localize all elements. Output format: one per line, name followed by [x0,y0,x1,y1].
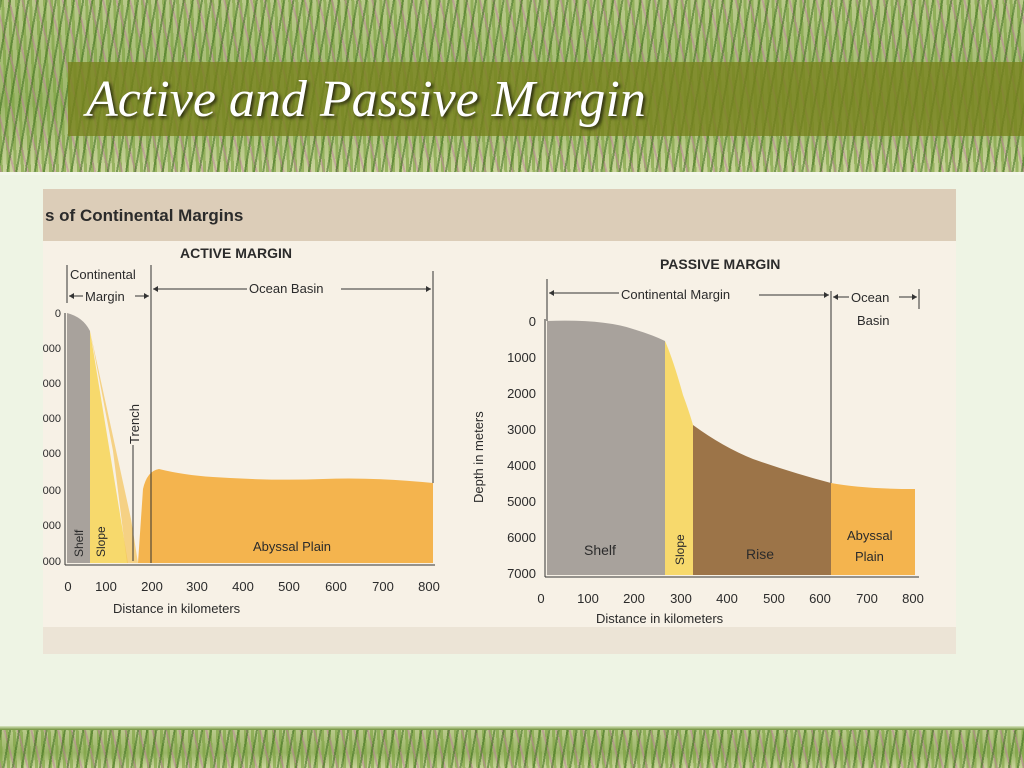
active-trench-wall [90,331,138,563]
passive-ocean-label: Ocean [851,290,889,305]
active-y-tick: 000 [43,413,61,425]
figure-header-band [43,189,956,241]
active-x-axis-label: Distance in kilometers [113,601,241,616]
passive-x-tick: 200 [623,591,645,606]
banner-divider [0,172,1024,175]
active-x-tick: 500 [278,579,300,594]
active-margin-label: Margin [85,289,125,304]
passive-y-axis-label: Depth in meters [471,411,486,503]
passive-basin-label: Basin [857,313,890,328]
passive-cm-arrowhead-left [549,290,554,296]
passive-y-tick: 0 [529,314,536,329]
active-x-tick: 200 [141,579,163,594]
active-y-tick: 000 [43,343,61,355]
active-abyssal-region [138,469,433,563]
margin-diagram-figure: s of Continental Margins ACTIVE MARGIN C… [43,189,956,654]
active-y-tick: 000 [43,448,61,460]
passive-abyssal-region [831,483,915,575]
active-x-tick: 0 [64,579,71,594]
passive-ob-arrowhead-right [912,294,917,300]
active-continental-label: Continental [70,267,136,282]
passive-shelf-label: Shelf [584,542,616,558]
passive-cm-arrowhead-right [824,292,829,298]
active-cm-arrowhead-left [69,293,74,299]
passive-plain-label: Plain [855,549,884,564]
passive-y-tick: 3000 [507,422,536,437]
active-x-tick: 600 [325,579,347,594]
active-slope-region [90,331,128,563]
active-ocean-basin-label: Ocean Basin [249,281,323,296]
passive-y-tick: 6000 [507,530,536,545]
passive-ob-arrowhead-left [833,294,838,300]
passive-x-tick: 300 [670,591,692,606]
passive-shelf-region [547,320,665,575]
active-ob-arrowhead-left [153,286,158,292]
active-x-tick: 300 [186,579,208,594]
figure-bottom-edge [43,627,956,654]
active-cm-arrowhead-right [144,293,149,299]
title-band [68,62,1024,136]
slide-title: Active and Passive Margin [86,71,646,128]
passive-continental-margin-label: Continental Margin [621,287,730,302]
passive-x-tick: 100 [577,591,599,606]
passive-margin-title: PASSIVE MARGIN [660,256,780,272]
passive-x-ticks: 0 100 200 300 400 500 600 700 800 [537,591,923,606]
passive-y-ticks: 0 1000 2000 3000 4000 5000 6000 7000 [507,314,536,581]
passive-y-tick: 2000 [507,386,536,401]
grass-banner-bottom [0,730,1024,768]
passive-y-tick: 5000 [507,494,536,509]
active-x-tick: 100 [95,579,117,594]
passive-x-axis-label: Distance in kilometers [596,611,724,626]
passive-y-tick: 1000 [507,350,536,365]
active-margin-title: ACTIVE MARGIN [180,245,292,261]
passive-rise-region [693,425,831,575]
passive-margin-diagram: PASSIVE MARGIN Continental Margin Ocean … [471,256,924,626]
active-abyssal-label: Abyssal Plain [253,539,331,554]
passive-x-tick: 400 [716,591,738,606]
active-margin-diagram: ACTIVE MARGIN Continental Margin Ocean B… [43,245,440,616]
active-x-tick: 700 [372,579,394,594]
passive-slope-label: Slope [673,534,687,565]
passive-x-tick: 600 [809,591,831,606]
active-ob-arrowhead-right [426,286,431,292]
active-slope-label: Slope [94,526,108,557]
active-y-tick: 000 [43,556,61,568]
active-x-tick: 400 [232,579,254,594]
passive-y-tick: 7000 [507,566,536,581]
active-y-tick: 000 [43,485,61,497]
passive-x-tick: 500 [763,591,785,606]
passive-y-tick: 4000 [507,458,536,473]
active-y-tick: 000 [43,520,61,532]
figure-header: s of Continental Margins [45,206,243,225]
passive-rise-label: Rise [746,546,774,562]
active-y-tick: 0 [55,308,61,320]
passive-x-tick: 700 [856,591,878,606]
active-y-tick: 000 [43,378,61,390]
passive-abyssal-label: Abyssal [847,528,893,543]
active-shelf-region [67,313,90,563]
active-shelf-label: Shelf [72,529,86,557]
passive-x-tick: 800 [902,591,924,606]
active-x-tick: 800 [418,579,440,594]
active-y-ticks: 0 000 000 000 000 000 000 000 [43,308,61,568]
footer-divider [0,726,1024,730]
passive-x-tick: 0 [537,591,544,606]
active-trench-label: Trench [127,404,142,444]
active-x-ticks: 0 100 200 300 400 500 600 700 800 [64,579,439,594]
passive-slope-region [665,341,693,575]
